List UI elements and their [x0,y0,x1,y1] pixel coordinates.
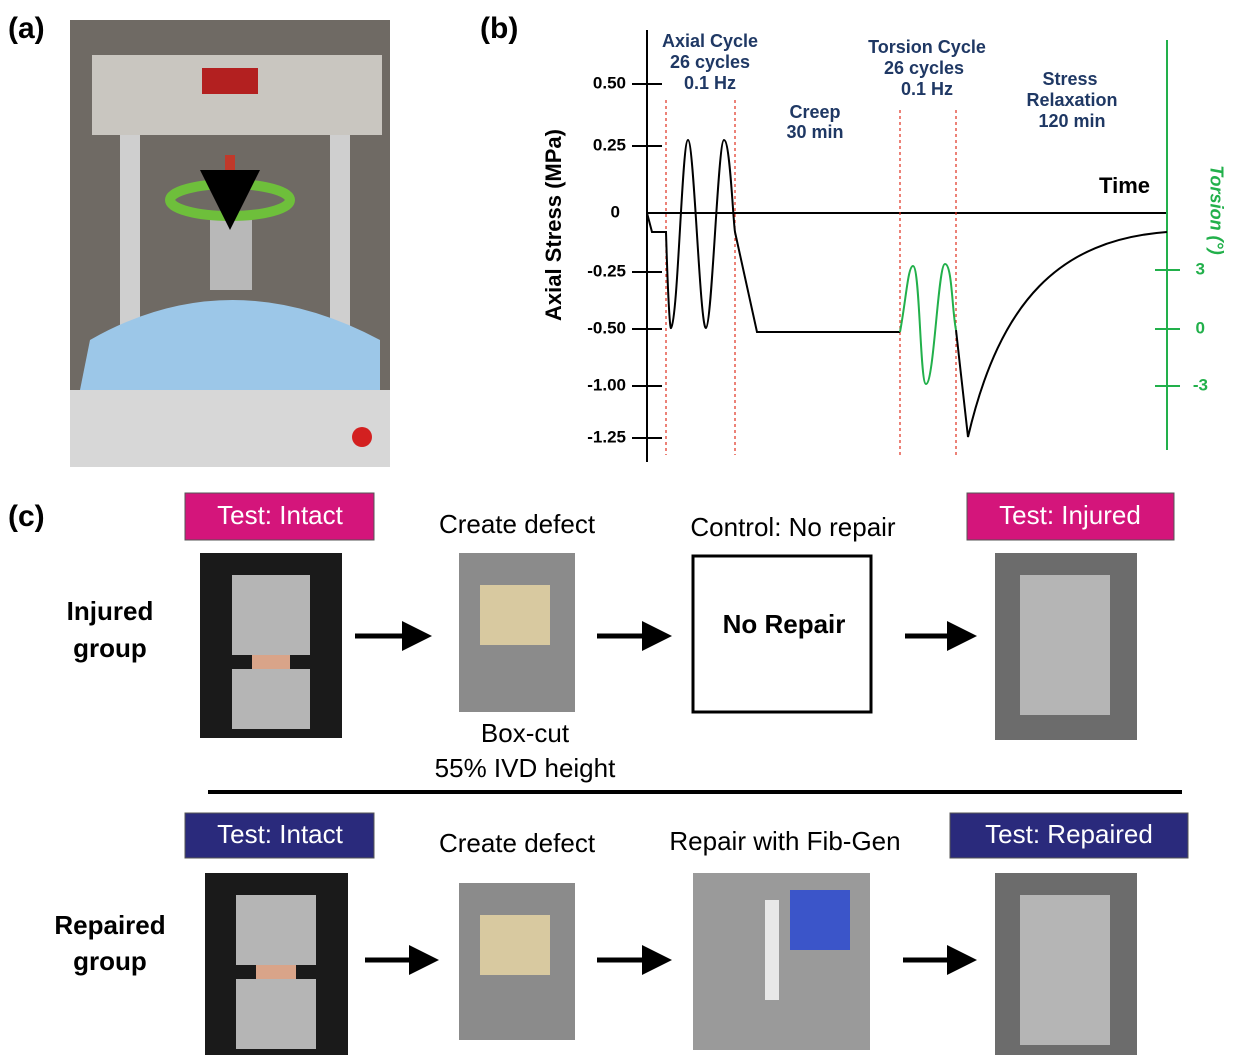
row-repaired: Test: Intact Repaired group Create defec… [54,813,1188,1055]
tick-label: -1.00 [587,375,626,394]
box-label: No Repair [723,609,846,639]
annotation: 0.1 Hz [684,73,736,93]
annotation: Stress [1042,69,1097,89]
figure: (a) (b) 0.50 0.25 0 -0.25 -0.50 -1.00 -1… [0,0,1233,1055]
step-label: Repair with Fib-Gen [669,826,900,856]
phase-dividers [666,100,956,455]
step-label: Create defect [439,828,596,858]
torsion-axis [1155,40,1180,450]
annotation: 26 cycles [884,58,964,78]
test-label: Test: Injured [999,500,1141,530]
y2-tick-labels: 3 0 -3 [1193,259,1208,394]
torsion-curve [900,264,956,384]
annotation: 0.1 Hz [901,79,953,99]
tick-label: 0 [1196,318,1205,337]
test-label: Test: Repaired [985,819,1153,849]
y-axis-title: Axial Stress (MPa) [541,129,566,321]
step-label: Control: No repair [690,512,896,542]
y2-axis-title: Torsion (°) [1206,165,1226,255]
panel-label: (c) [8,500,45,533]
group-label: Injured [67,596,154,626]
group-label: group [73,946,147,976]
tick-label: -0.25 [587,261,626,280]
annotation: Axial Cycle [662,31,758,51]
note: Box-cut [481,718,570,748]
x-axis-title: Time [1099,173,1150,198]
tick-label: -1.25 [587,427,626,446]
test-label: Test: Intact [217,500,343,530]
group-label: group [73,633,147,663]
group-label: Repaired [54,910,165,940]
test-label: Test: Intact [217,819,343,849]
panel-label: (b) [480,12,518,45]
annotation: 120 min [1038,111,1105,131]
tick-label: 0 [611,202,620,221]
tick-label: 3 [1196,259,1205,278]
tick-label: 0.50 [593,73,626,92]
tick-label: -3 [1193,375,1208,394]
tick-label: -0.50 [587,318,626,337]
y-tick-labels: 0.50 0.25 0 -0.25 -0.50 -1.00 -1.25 [587,73,626,446]
tick-label: 0.25 [593,135,626,154]
note: 55% IVD height [435,753,616,783]
annotation: Creep [789,102,840,122]
panel-label: (a) [8,12,45,45]
photo-test-machine [70,20,390,467]
annotation: 30 min [786,122,843,142]
annotation: 26 cycles [670,52,750,72]
step-label: Create defect [439,509,596,539]
annotation: Relaxation [1026,90,1117,110]
annotation: Torsion Cycle [868,37,986,57]
row-injured: Test: Intact Injured group Create defect… [67,493,1174,783]
